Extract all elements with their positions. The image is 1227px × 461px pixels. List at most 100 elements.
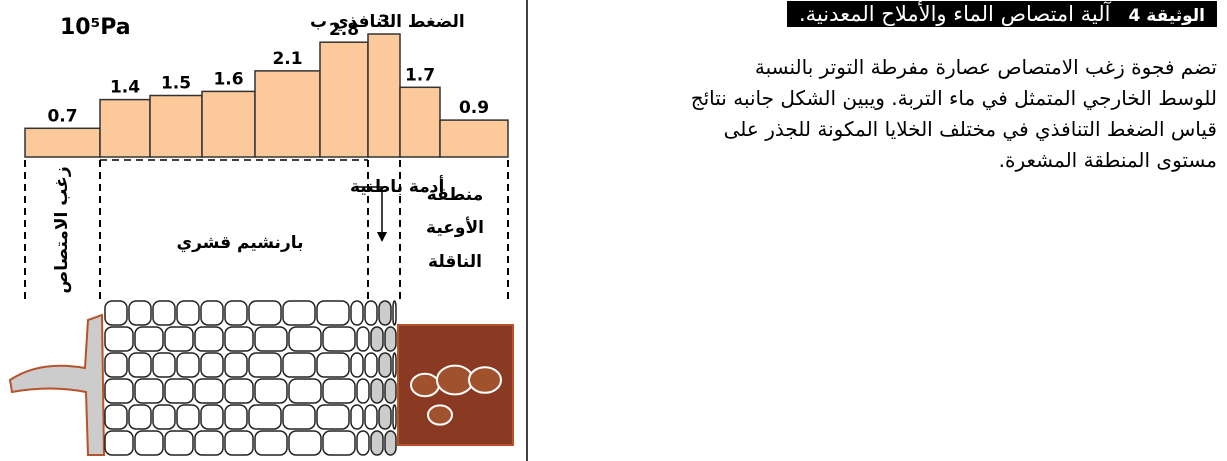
cell xyxy=(392,404,397,430)
cell xyxy=(224,352,248,378)
cell xyxy=(384,326,397,352)
cell xyxy=(194,430,224,456)
cell xyxy=(364,300,378,326)
cell xyxy=(288,378,322,404)
cell xyxy=(104,430,134,456)
vessel xyxy=(427,404,453,426)
cell xyxy=(364,404,378,430)
region-label: بارنشيم قشري xyxy=(176,233,303,253)
cell xyxy=(104,404,128,430)
bar xyxy=(399,86,441,158)
cell xyxy=(392,352,397,378)
cell xyxy=(200,300,224,326)
cell xyxy=(392,300,397,326)
cell xyxy=(356,430,370,456)
cell xyxy=(254,378,288,404)
cell xyxy=(152,404,176,430)
cell xyxy=(378,300,392,326)
cell xyxy=(370,378,384,404)
doc-heading: آلية امتصاص الماء والأملاح المعدنية. xyxy=(792,1,1117,27)
value-label: 3 xyxy=(378,12,390,32)
value-label: 1.6 xyxy=(213,69,243,89)
vessel xyxy=(468,366,502,394)
paragraph-line: مستوى المنطقة المشعرة. xyxy=(998,148,1217,172)
bar xyxy=(439,119,509,158)
value-label: 0.9 xyxy=(459,98,489,118)
cell xyxy=(316,352,350,378)
value-label: 1.5 xyxy=(161,74,191,94)
paragraph: تضم فجوة زغب الامتصاص عصارة مفرطة التوتر… xyxy=(540,52,1217,176)
cell xyxy=(370,326,384,352)
cell xyxy=(350,404,364,430)
cell xyxy=(370,430,384,456)
cell xyxy=(164,326,194,352)
vessel xyxy=(436,364,474,396)
cell xyxy=(194,378,224,404)
paragraph-line: تضم فجوة زغب الامتصاص عصارة مفرطة التوتر… xyxy=(754,55,1217,79)
bar xyxy=(367,33,401,158)
region-label: الناقلة xyxy=(428,252,482,272)
cell xyxy=(350,352,364,378)
cell xyxy=(356,378,370,404)
cell xyxy=(384,430,397,456)
cell xyxy=(176,404,200,430)
value-label: 1.7 xyxy=(405,65,435,85)
vessel xyxy=(410,372,440,398)
value-label: 2.8 xyxy=(329,20,359,40)
cell xyxy=(128,352,152,378)
cell xyxy=(364,352,378,378)
cell xyxy=(322,326,356,352)
cell xyxy=(224,430,254,456)
cell xyxy=(282,352,316,378)
arrow xyxy=(356,186,383,238)
arrow-head xyxy=(377,232,387,242)
paragraph-line: للوسط الخارجي المتمثل في ماء التربة. ويب… xyxy=(690,86,1217,110)
region-label: أدمة باطنية xyxy=(350,175,444,197)
unit: 10⁵Pa xyxy=(60,15,131,40)
cell xyxy=(378,404,392,430)
region-label: زغب الامتصاص xyxy=(52,166,72,293)
chart-title: الضغط التنافذي ب xyxy=(310,12,465,32)
cell xyxy=(384,378,397,404)
cell xyxy=(104,300,128,326)
cell xyxy=(176,352,200,378)
bar xyxy=(99,98,151,158)
cell xyxy=(378,352,392,378)
cell xyxy=(200,352,224,378)
cell xyxy=(316,300,350,326)
document: الوثيقة 4آلية امتصاص الماء والأملاح المع… xyxy=(540,0,1217,176)
region-label: الأوعية xyxy=(426,217,484,238)
value-label: 1.4 xyxy=(110,78,140,98)
bar xyxy=(149,94,203,158)
cell xyxy=(128,404,152,430)
cell xyxy=(224,378,254,404)
region-label: منطقة xyxy=(427,185,484,205)
cell xyxy=(134,430,164,456)
cell xyxy=(164,378,194,404)
cell xyxy=(194,326,224,352)
cell xyxy=(224,326,254,352)
cell xyxy=(164,430,194,456)
cell xyxy=(104,378,134,404)
bar xyxy=(319,41,369,158)
heading: الوثيقة 4آلية امتصاص الماء والأملاح المع… xyxy=(540,1,1217,27)
cell xyxy=(200,404,224,430)
cell xyxy=(254,326,288,352)
cell xyxy=(282,404,316,430)
cell xyxy=(322,430,356,456)
cell xyxy=(104,352,128,378)
cell xyxy=(254,430,288,456)
bar xyxy=(24,127,101,158)
value-label: 0.7 xyxy=(47,106,77,126)
cell xyxy=(350,300,364,326)
bar xyxy=(201,90,256,158)
cell xyxy=(128,300,152,326)
figure: 10⁵Pa الضغط التنافذي ب زغب الامتصاص أدمة… xyxy=(8,0,528,461)
cell xyxy=(282,300,316,326)
cell xyxy=(224,300,248,326)
cell xyxy=(248,352,282,378)
cell xyxy=(152,300,176,326)
cell xyxy=(288,326,322,352)
doc-label: الوثيقة 4 xyxy=(1122,5,1211,27)
